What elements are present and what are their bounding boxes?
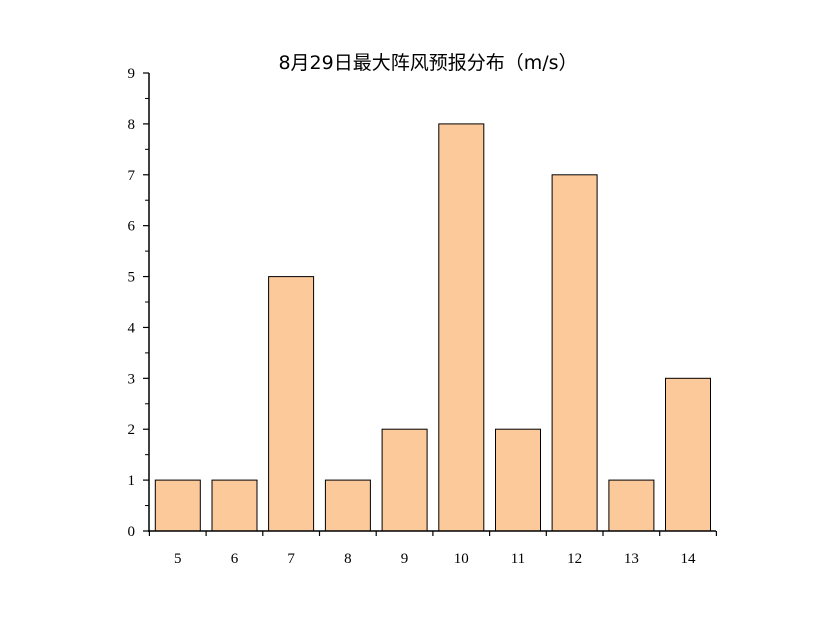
- y-tick-label: 0: [128, 524, 136, 540]
- x-tick-label: 12: [567, 551, 582, 567]
- x-tick-label: 6: [231, 551, 239, 567]
- y-tick-label: 6: [128, 219, 136, 235]
- x-tick-label: 11: [511, 551, 525, 567]
- y-tick-label: 3: [128, 371, 136, 387]
- bar-8: [324, 479, 371, 532]
- bar-11: [495, 428, 541, 532]
- x-tick-label: 9: [401, 551, 409, 567]
- y-tick-label: 9: [128, 66, 136, 82]
- x-tick-label: 5: [174, 551, 182, 567]
- x-tick-label: 14: [681, 551, 697, 567]
- bar-14: [665, 377, 711, 532]
- bars-group: [154, 123, 711, 532]
- chart-title: 8月29日最大阵风预报分布（m/s）: [278, 52, 577, 74]
- x-tick-label: 13: [624, 551, 639, 567]
- y-tick-label: 5: [128, 270, 136, 286]
- bar-10: [438, 123, 485, 532]
- y-tick-label: 8: [128, 117, 136, 133]
- bar-5: [154, 479, 201, 532]
- x-tick-label: 7: [287, 551, 295, 567]
- bar-7: [268, 276, 315, 532]
- bar-13: [608, 479, 655, 532]
- y-tick-label: 1: [128, 473, 136, 489]
- y-tick-label: 2: [128, 422, 136, 438]
- y-tick-label: 4: [128, 320, 136, 336]
- y-tick-label: 7: [128, 168, 136, 184]
- bar-6: [211, 479, 258, 532]
- bar-9: [381, 428, 428, 532]
- bar-12: [551, 174, 598, 532]
- x-tick-label: 8: [344, 551, 352, 567]
- x-tick-label: 10: [454, 551, 469, 567]
